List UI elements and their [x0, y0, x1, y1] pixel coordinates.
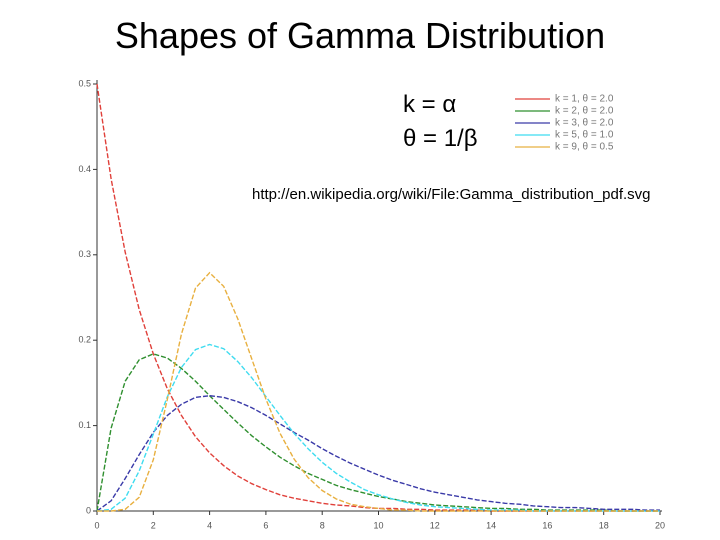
- series-line: [97, 271, 660, 512]
- annotation: k = α: [403, 91, 456, 118]
- series-line: [96, 83, 660, 512]
- y-tick-label: 0.4: [78, 164, 91, 174]
- series-line: [96, 343, 660, 512]
- x-tick-label: 2: [151, 520, 156, 530]
- annotation: θ = 1/β: [403, 125, 478, 152]
- y-tick-label: 0.5: [78, 78, 91, 88]
- legend-label: k = 5, θ = 1.0: [555, 130, 614, 141]
- legend-label: k = 9, θ = 0.5: [555, 142, 614, 153]
- x-tick-label: 4: [207, 520, 212, 530]
- y-tick-label: 0: [86, 505, 91, 515]
- y-tick-label: 0.3: [78, 249, 91, 259]
- x-tick-label: 10: [373, 520, 383, 530]
- x-tick-label: 14: [486, 520, 496, 530]
- legend-label: k = 3, θ = 2.0: [555, 118, 614, 129]
- slide-title: Shapes of Gamma Distribution: [115, 15, 605, 56]
- x-tick-label: 18: [599, 520, 609, 530]
- y-tick-label: 0.1: [78, 420, 91, 430]
- x-tick-label: 6: [263, 520, 268, 530]
- source-url: http://en.wikipedia.org/wiki/File:Gamma_…: [252, 186, 651, 203]
- x-tick-label: 20: [655, 520, 665, 530]
- x-tick-label: 12: [430, 520, 440, 530]
- legend-label: k = 1, θ = 2.0: [555, 94, 614, 105]
- series-line: [96, 353, 660, 512]
- x-tick-label: 0: [94, 520, 99, 530]
- y-tick-label: 0.2: [78, 335, 91, 345]
- series-line: [96, 394, 660, 512]
- legend-label: k = 2, θ = 2.0: [555, 106, 614, 117]
- x-tick-label: 8: [320, 520, 325, 530]
- x-tick-label: 16: [542, 520, 552, 530]
